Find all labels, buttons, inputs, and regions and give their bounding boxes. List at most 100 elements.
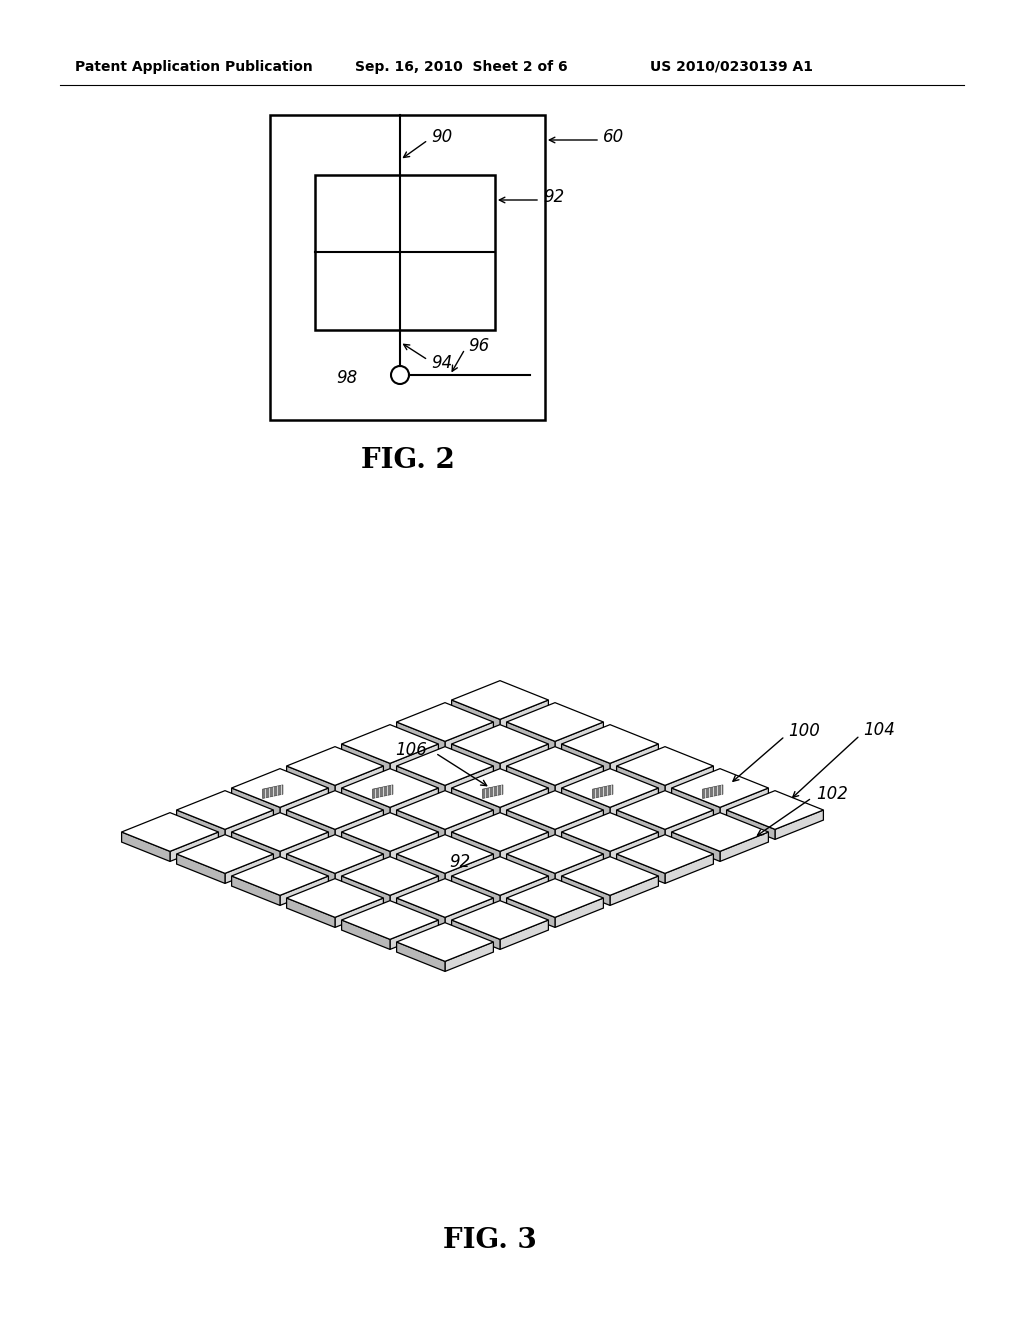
Polygon shape (176, 810, 225, 840)
Polygon shape (452, 920, 500, 949)
Polygon shape (452, 725, 549, 763)
Polygon shape (225, 810, 273, 840)
Polygon shape (445, 898, 494, 928)
Polygon shape (500, 876, 549, 906)
Polygon shape (390, 744, 438, 774)
Polygon shape (170, 832, 218, 862)
Polygon shape (287, 898, 335, 928)
Polygon shape (231, 832, 280, 862)
Polygon shape (342, 788, 390, 817)
Polygon shape (452, 768, 549, 808)
Polygon shape (231, 857, 329, 895)
Polygon shape (555, 898, 603, 928)
Polygon shape (665, 766, 714, 796)
Polygon shape (342, 813, 438, 851)
Polygon shape (593, 785, 613, 799)
Polygon shape (445, 810, 494, 840)
Polygon shape (342, 920, 390, 949)
Polygon shape (390, 788, 438, 817)
Polygon shape (500, 832, 549, 862)
Polygon shape (176, 854, 225, 883)
Polygon shape (616, 854, 665, 883)
Polygon shape (555, 854, 603, 883)
Polygon shape (396, 879, 494, 917)
Polygon shape (335, 898, 383, 928)
Polygon shape (396, 766, 445, 796)
Polygon shape (335, 766, 383, 796)
Polygon shape (672, 832, 720, 862)
Polygon shape (507, 854, 555, 883)
Polygon shape (225, 854, 273, 883)
Polygon shape (727, 791, 823, 829)
Polygon shape (390, 832, 438, 862)
Polygon shape (287, 766, 335, 796)
Polygon shape (561, 832, 610, 862)
Polygon shape (445, 766, 494, 796)
Polygon shape (335, 854, 383, 883)
Text: 96: 96 (468, 337, 489, 355)
Text: Patent Application Publication: Patent Application Publication (75, 59, 312, 74)
Text: Sep. 16, 2010  Sheet 2 of 6: Sep. 16, 2010 Sheet 2 of 6 (355, 59, 567, 74)
Polygon shape (616, 747, 714, 785)
Polygon shape (720, 788, 768, 817)
Polygon shape (672, 813, 768, 851)
Polygon shape (672, 788, 720, 817)
Polygon shape (555, 766, 603, 796)
Polygon shape (610, 832, 658, 862)
Polygon shape (555, 722, 603, 751)
Polygon shape (452, 900, 549, 940)
Polygon shape (445, 942, 494, 972)
Text: 94: 94 (431, 354, 453, 372)
Polygon shape (616, 766, 665, 796)
Polygon shape (396, 834, 494, 874)
Text: FIG. 2: FIG. 2 (360, 446, 455, 474)
Polygon shape (287, 791, 383, 829)
Polygon shape (500, 920, 549, 949)
Text: 60: 60 (603, 128, 625, 147)
Polygon shape (390, 920, 438, 949)
Polygon shape (287, 879, 383, 917)
Polygon shape (507, 810, 555, 840)
Polygon shape (561, 876, 610, 906)
Polygon shape (500, 700, 549, 730)
Polygon shape (665, 810, 714, 840)
Polygon shape (396, 722, 445, 751)
Polygon shape (396, 898, 445, 928)
Polygon shape (287, 834, 383, 874)
Polygon shape (561, 768, 658, 808)
Polygon shape (507, 791, 603, 829)
Text: US 2010/0230139 A1: US 2010/0230139 A1 (650, 59, 813, 74)
Polygon shape (555, 810, 603, 840)
Polygon shape (507, 879, 603, 917)
Text: 92: 92 (450, 853, 471, 871)
Polygon shape (507, 834, 603, 874)
Polygon shape (373, 785, 393, 799)
Polygon shape (287, 747, 383, 785)
Polygon shape (231, 788, 280, 817)
Polygon shape (342, 832, 390, 862)
Polygon shape (280, 876, 329, 906)
Text: 92: 92 (543, 187, 564, 206)
Polygon shape (342, 857, 438, 895)
Polygon shape (452, 813, 549, 851)
Polygon shape (342, 900, 438, 940)
Polygon shape (616, 791, 714, 829)
Polygon shape (335, 810, 383, 840)
Text: 98: 98 (337, 370, 358, 387)
Polygon shape (342, 725, 438, 763)
Polygon shape (445, 722, 494, 751)
Polygon shape (561, 788, 610, 817)
Polygon shape (507, 747, 603, 785)
Polygon shape (500, 788, 549, 817)
Text: 102: 102 (816, 785, 848, 803)
Polygon shape (775, 810, 823, 840)
Polygon shape (452, 876, 500, 906)
Polygon shape (507, 722, 555, 751)
Polygon shape (122, 832, 170, 862)
Polygon shape (452, 681, 549, 719)
Polygon shape (122, 813, 218, 851)
Polygon shape (561, 744, 610, 774)
Polygon shape (342, 744, 390, 774)
Polygon shape (616, 810, 665, 840)
Polygon shape (610, 876, 658, 906)
